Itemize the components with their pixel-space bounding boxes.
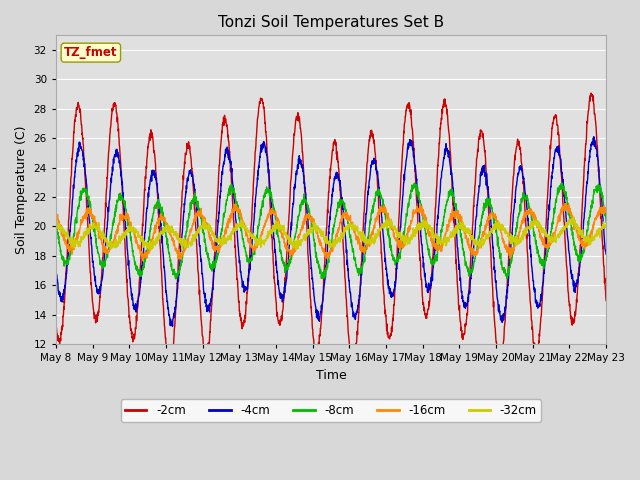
-4cm — [590, 134, 598, 140]
-2cm — [569, 319, 577, 324]
-32cm — [570, 215, 578, 220]
-16cm — [139, 258, 147, 264]
-2cm — [554, 122, 561, 128]
-8cm — [347, 232, 355, 238]
-16cm — [554, 220, 561, 226]
-32cm — [602, 222, 610, 228]
-32cm — [52, 226, 60, 231]
-8cm — [554, 185, 561, 191]
-32cm — [569, 215, 577, 221]
-2cm — [347, 357, 355, 362]
-4cm — [569, 278, 577, 284]
-4cm — [491, 268, 499, 274]
-4cm — [554, 146, 561, 152]
-4cm — [347, 297, 355, 302]
-32cm — [205, 228, 213, 234]
Y-axis label: Soil Temperature (C): Soil Temperature (C) — [15, 125, 28, 254]
Title: Tonzi Soil Temperatures Set B: Tonzi Soil Temperatures Set B — [218, 15, 444, 30]
-2cm — [205, 336, 213, 342]
-4cm — [52, 267, 60, 273]
-16cm — [359, 249, 367, 254]
-32cm — [359, 235, 367, 240]
-32cm — [554, 233, 561, 239]
Line: -4cm: -4cm — [56, 137, 606, 326]
-2cm — [491, 324, 499, 330]
Line: -8cm: -8cm — [56, 183, 606, 279]
-16cm — [491, 213, 499, 219]
-16cm — [52, 213, 60, 218]
-2cm — [166, 368, 174, 373]
-8cm — [491, 219, 499, 225]
-16cm — [347, 220, 355, 226]
-8cm — [359, 264, 367, 269]
Line: -32cm: -32cm — [56, 217, 606, 251]
-2cm — [52, 316, 60, 322]
-32cm — [347, 223, 355, 229]
-32cm — [147, 248, 154, 253]
-32cm — [491, 224, 499, 229]
-8cm — [602, 219, 610, 225]
-4cm — [205, 309, 213, 315]
-4cm — [602, 251, 610, 257]
-16cm — [205, 234, 213, 240]
-8cm — [205, 262, 213, 267]
-4cm — [359, 249, 367, 254]
Text: TZ_fmet: TZ_fmet — [64, 46, 118, 59]
X-axis label: Time: Time — [316, 369, 346, 382]
-2cm — [359, 231, 367, 237]
-4cm — [169, 324, 177, 329]
Line: -2cm: -2cm — [56, 93, 606, 371]
-8cm — [52, 220, 60, 226]
Legend: -2cm, -4cm, -8cm, -16cm, -32cm: -2cm, -4cm, -8cm, -16cm, -32cm — [120, 399, 541, 421]
-2cm — [602, 298, 610, 303]
Line: -16cm: -16cm — [56, 203, 606, 261]
-2cm — [587, 90, 595, 96]
-8cm — [558, 180, 566, 186]
-8cm — [570, 236, 577, 242]
-16cm — [602, 208, 610, 214]
-16cm — [562, 200, 570, 206]
-16cm — [570, 216, 577, 222]
-8cm — [503, 276, 511, 282]
